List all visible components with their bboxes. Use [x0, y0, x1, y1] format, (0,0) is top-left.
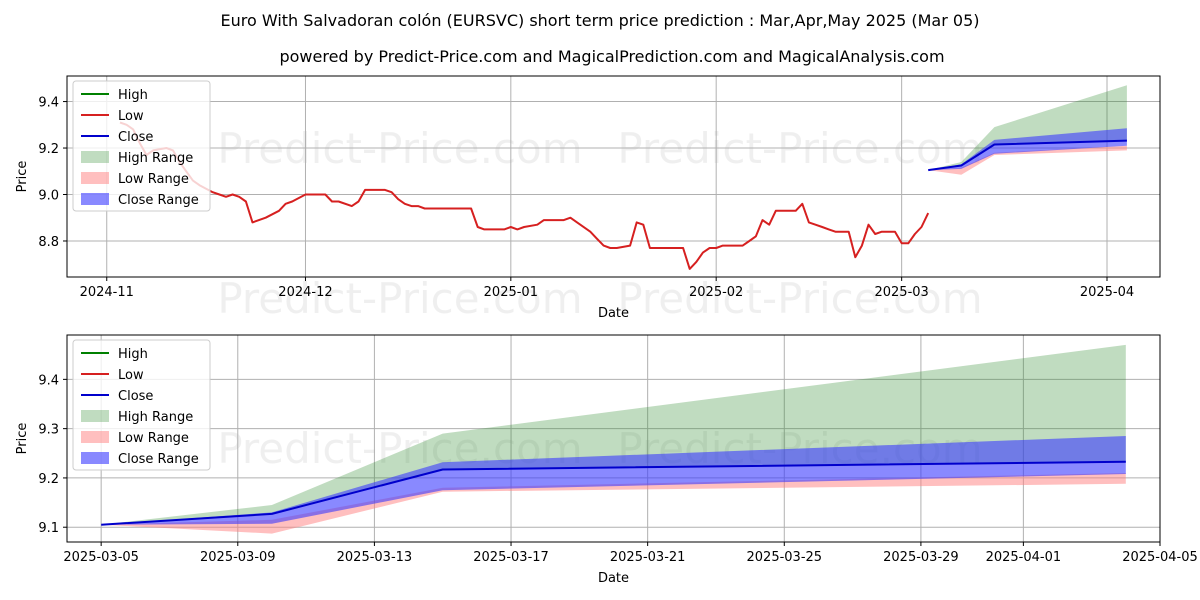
y-axis-ticks: 8.8 9.0 9.2 9.4: [38, 96, 67, 250]
x-tick-label: 2024-12: [278, 285, 332, 300]
range-areas: [928, 85, 1127, 175]
legend-label-low-range: Low Range: [118, 431, 189, 446]
series-lines: [119, 121, 1127, 270]
high-range-area: [928, 85, 1127, 171]
y-tick-label: 9.2: [38, 472, 59, 487]
price-history-chart: Predict-Price.com Predict-Price.com Pred…: [15, 75, 1161, 323]
y-axis-label: Price: [15, 423, 30, 455]
x-tick-label: 2025-03: [874, 285, 928, 300]
legend-label-high-range: High Range: [118, 410, 193, 425]
legend-swatch-close-range: [81, 193, 109, 205]
legend: High Low Close High Range Low Range Close Ran…: [72, 80, 211, 212]
legend-label-low: Low: [118, 368, 144, 383]
chart-subtitle: powered by Predict-Price.com and Magical…: [279, 47, 944, 66]
y-tick-label: 9.4: [38, 373, 59, 388]
x-axis-ticks: 2024-11 2024-12 2025-01 2025-02 2025-03 2025-…: [80, 277, 1134, 300]
legend-swatch-high-range: [81, 151, 109, 163]
y-axis-label: Price: [15, 161, 30, 193]
y-tick-label: 9.4: [38, 96, 59, 111]
close-series-line: [101, 460, 1126, 526]
x-tick-label: 2025-03-17: [473, 550, 549, 565]
high-range-area: [101, 344, 1126, 525]
legend-label-close-range: Close Range: [118, 452, 199, 467]
x-tick-label: 2024-11: [80, 285, 134, 300]
grid: [67, 76, 1160, 277]
x-tick-label: 2025-03-25: [747, 550, 823, 565]
plot-frame: [66, 334, 1161, 543]
x-tick-label: 2025-02: [689, 285, 743, 300]
legend-swatch-low-range: [81, 172, 109, 184]
y-tick-label: 9.3: [38, 423, 59, 438]
x-axis-label: Date: [598, 571, 629, 586]
x-tick-label: 2025-04-05: [1122, 550, 1198, 565]
watermark: Predict-Price.com: [617, 274, 982, 323]
series-lines: [101, 460, 1126, 526]
x-tick-label: 2025-03-09: [200, 550, 276, 565]
legend-label-close-range: Close Range: [118, 193, 199, 208]
x-tick-label: 2025-01: [484, 285, 538, 300]
plot-frame: [66, 75, 1161, 278]
legend-label-low: Low: [118, 109, 144, 124]
y-tick-label: 9.2: [38, 142, 59, 157]
chart-title: Euro With Salvadoran colón (EURSVC) shor…: [221, 11, 980, 30]
x-axis-label: Date: [598, 306, 629, 321]
forecast-chart: Predict-Price.com Predict-Price.com 2025…: [15, 334, 1198, 586]
legend-label-low-range: Low Range: [118, 172, 189, 187]
x-tick-label: 2025-03-21: [610, 550, 686, 565]
x-tick-label: 2025-03-13: [337, 550, 413, 565]
legend-swatch-high-range: [81, 410, 109, 422]
close-range-area: [101, 436, 1126, 525]
x-axis-ticks: 2025-03-05 2025-03-09 2025-03-13 2025-03-17…: [63, 542, 1198, 565]
legend-label-high-range: High Range: [118, 151, 193, 166]
y-tick-label: 9.0: [38, 189, 59, 204]
x-tick-label: 2025-03-29: [883, 550, 959, 565]
x-tick-label: 2025-04: [1080, 285, 1134, 300]
y-tick-label: 9.1: [38, 521, 59, 536]
close-range-area: [928, 128, 1127, 171]
low-series-line: [119, 121, 930, 270]
legend: High Low Close High Range Low Range Close Ran…: [72, 339, 211, 471]
legend-label-close: Close: [118, 130, 153, 145]
legend-label-high: High: [118, 88, 148, 103]
close-series-line: [928, 139, 1127, 172]
range-areas: [101, 344, 1126, 534]
x-tick-label: 2025-03-05: [63, 550, 139, 565]
legend-label-high: High: [118, 347, 148, 362]
x-tick-label: 2025-04-01: [986, 550, 1062, 565]
legend-swatch-close-range: [81, 452, 109, 464]
y-tick-label: 8.8: [38, 235, 59, 250]
y-axis-ticks: 9.1 9.2 9.3 9.4: [38, 373, 67, 536]
legend-swatch-low-range: [81, 431, 109, 443]
watermark: Predict-Price.com: [217, 274, 582, 323]
legend-label-close: Close: [118, 389, 153, 404]
